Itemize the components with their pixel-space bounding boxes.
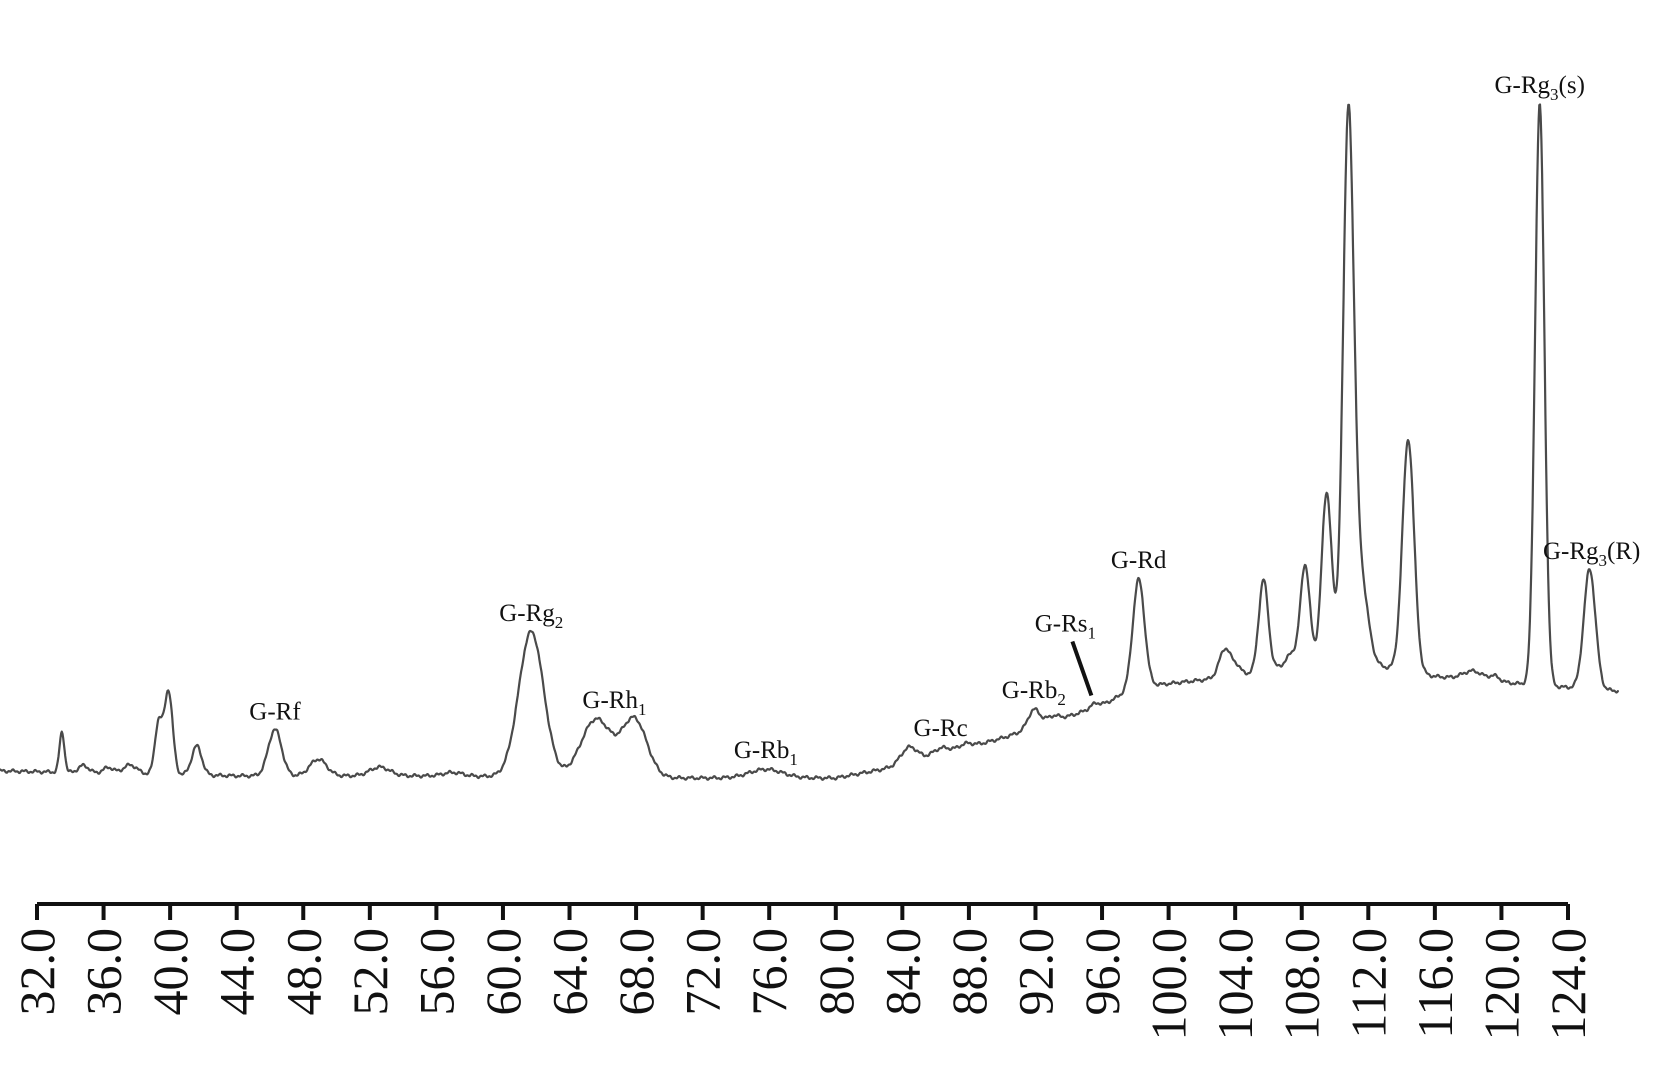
peak-label: G-Rg3(s) — [1494, 72, 1584, 104]
x-tick-label: 40.0 — [142, 928, 198, 1016]
peak-leader-line — [1070, 640, 1094, 697]
x-axis: 32.0 36.0 40.0 44.0 48.0 52.0 56.0 60.0 64.0 68.0… — [9, 902, 1596, 1041]
x-tick-label: 36.0 — [76, 928, 132, 1016]
peak-labels: G-Rf G-Rg2 G-Rh1 G-Rb1 G-Rc G-Rb2 G-Rs1 G-Rd G-R… — [249, 72, 1640, 769]
x-tick-label: 32.0 — [9, 928, 65, 1016]
x-tick-label: 120.0 — [1473, 928, 1529, 1041]
x-tick-label: 64.0 — [542, 928, 598, 1016]
x-tick-label: 68.0 — [608, 928, 664, 1016]
peak-label: G-Rb1 — [734, 737, 798, 769]
peak-label: G-Rg3(R) — [1543, 538, 1640, 570]
x-tick-label: 116.0 — [1407, 928, 1463, 1039]
x-tick-label: 112.0 — [1340, 928, 1396, 1039]
x-tick-label: 88.0 — [941, 928, 997, 1016]
peak-label: G-Rh1 — [582, 687, 646, 719]
x-tick-label: 84.0 — [874, 928, 930, 1016]
peak-label: G-Rg2 — [499, 600, 563, 632]
x-tick-label: 60.0 — [475, 928, 531, 1016]
x-tick-label: 72.0 — [675, 928, 731, 1016]
peak-label: G-Rb2 — [1002, 677, 1066, 709]
x-tick-label: 80.0 — [808, 928, 864, 1016]
peak-label: G-Rc — [914, 715, 968, 742]
x-tick-label: 100.0 — [1141, 928, 1197, 1041]
x-tick-label: 104.0 — [1207, 928, 1263, 1041]
x-tick-label: 124.0 — [1540, 928, 1596, 1041]
x-tick-label: 76.0 — [741, 928, 797, 1016]
x-tick-label: 96.0 — [1074, 928, 1130, 1016]
x-tick-label: 108.0 — [1274, 928, 1330, 1041]
x-tick-label: 92.0 — [1007, 928, 1063, 1016]
x-tick-label: 56.0 — [408, 928, 464, 1016]
peak-label: G-Rd — [1111, 547, 1167, 574]
peak-label: G-Rs1 — [1035, 610, 1096, 642]
peak-label: G-Rf — [249, 699, 301, 726]
chromatogram-trace — [0, 103, 1619, 781]
x-tick-label: 52.0 — [342, 928, 398, 1016]
x-tick-label: 44.0 — [209, 928, 265, 1016]
plot-area — [0, 103, 1619, 781]
x-tick-label: 48.0 — [275, 928, 331, 1016]
